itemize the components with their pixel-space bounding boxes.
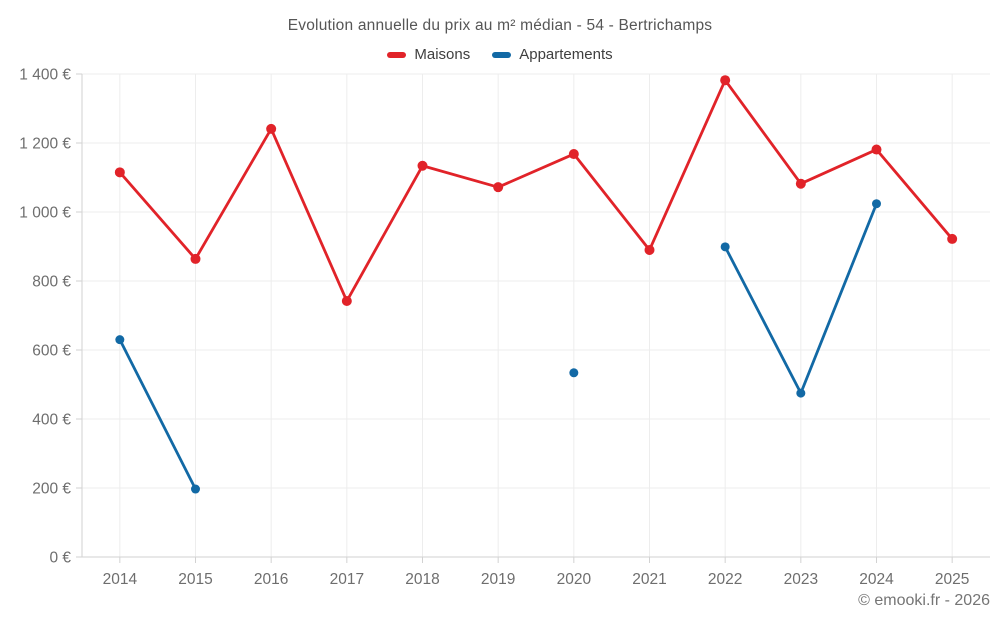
maisons-swatch-icon [387, 51, 407, 58]
data-point-appartements-2023[interactable] [796, 388, 806, 398]
year-label-2016: 2016 [254, 571, 288, 588]
data-point-appartements-2024[interactable] [872, 199, 881, 209]
data-point-maisons-2014[interactable] [114, 167, 125, 178]
chart-legend: Maisons Appartements [0, 46, 1000, 63]
series-line-appartements [118, 338, 197, 491]
data-point-maisons-2021[interactable] [644, 244, 655, 255]
data-point-maisons-2022[interactable] [720, 75, 731, 86]
year-label-2014: 2014 [103, 571, 138, 588]
year-label-2022: 2022 [708, 571, 742, 588]
data-point-maisons-2025[interactable] [947, 233, 958, 244]
year-label-2017: 2017 [330, 571, 364, 588]
year-label-2024: 2024 [859, 571, 894, 588]
legend-label-appartements: Appartements [519, 46, 613, 63]
value-label-600: 600 € [32, 343, 71, 360]
year-label-2020: 2020 [557, 571, 592, 588]
data-point-maisons-2018[interactable] [417, 160, 428, 171]
chart-title: Evolution annuelle du prix au m² médian … [287, 17, 713, 34]
data-point-maisons-2016[interactable] [266, 123, 277, 134]
year-label-2015: 2015 [178, 571, 212, 588]
data-point-maisons-2023[interactable] [795, 178, 806, 189]
year-label-2018: 2018 [405, 571, 439, 588]
year-label-2023: 2023 [784, 571, 818, 588]
value-label-200: 200 € [32, 481, 71, 498]
year-label-2021: 2021 [632, 571, 666, 588]
year-label-2019: 2019 [481, 571, 515, 588]
data-point-maisons-2019[interactable] [493, 182, 504, 193]
copyright-watermark: © emooki.fr - 2026 [858, 592, 990, 609]
year-label-2025: 2025 [935, 571, 969, 588]
data-point-maisons-2017[interactable] [341, 296, 352, 307]
value-label-1200: 1 200 € [19, 136, 71, 153]
data-point-appartements-2020[interactable] [569, 368, 579, 378]
data-point-maisons-2015[interactable] [190, 253, 201, 264]
data-point-appartements-2015[interactable] [191, 484, 200, 494]
data-point-appartements-2022[interactable] [720, 242, 730, 252]
appartements-swatch-icon [492, 51, 512, 58]
data-point-appartements-2014[interactable] [115, 335, 125, 345]
legend-item-appartements[interactable]: Appartements [492, 46, 613, 63]
value-label-400: 400 € [32, 412, 71, 429]
series-line-maisons [118, 78, 954, 303]
legend-item-maisons[interactable]: Maisons [387, 46, 470, 63]
value-label-800: 800 € [32, 274, 71, 291]
value-label-0: 0 € [49, 550, 71, 567]
legend-label-maisons: Maisons [414, 46, 471, 63]
value-label-1400: 1 400 € [19, 67, 71, 84]
data-point-maisons-2024[interactable] [871, 144, 882, 155]
value-label-1000: 1 000 € [19, 205, 71, 222]
data-point-maisons-2020[interactable] [568, 149, 579, 160]
